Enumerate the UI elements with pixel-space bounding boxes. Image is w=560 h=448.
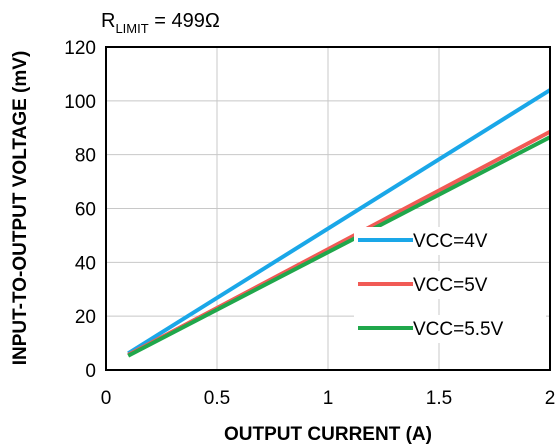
y-tick-label: 100 bbox=[64, 92, 96, 113]
y-axis-ticks: 0 20 40 60 80 100 120 bbox=[64, 38, 96, 382]
y-tick-label: 80 bbox=[75, 146, 96, 167]
x-axis-ticks: 0 0.5 1 1.5 2 bbox=[101, 388, 556, 409]
y-tick-label: 120 bbox=[64, 38, 96, 59]
series-line-3 bbox=[127, 135, 551, 358]
x-tick-label: 1.5 bbox=[426, 388, 452, 409]
legend-label-3: VCC=5.5V bbox=[413, 319, 504, 340]
x-tick-label: 0.5 bbox=[204, 388, 230, 409]
subtitle-rest: = 499Ω bbox=[149, 10, 220, 32]
y-tick-label: 20 bbox=[75, 307, 96, 328]
y-tick-label: 0 bbox=[85, 361, 96, 382]
legend: VCC=4V VCC=5V VCC=5.5V bbox=[354, 227, 546, 343]
x-axis-title: OUTPUT CURRENT (A) bbox=[224, 424, 432, 445]
series-line-1 bbox=[127, 88, 552, 356]
plot-frame bbox=[105, 46, 551, 371]
x-tick-label: 2 bbox=[545, 388, 556, 409]
y-tick-label: 40 bbox=[75, 253, 96, 274]
chart-subtitle: RLIMIT = 499Ω bbox=[101, 10, 220, 36]
legend-label-2: VCC=5V bbox=[413, 275, 488, 296]
y-tick-label: 60 bbox=[75, 200, 96, 221]
x-tick-label: 1 bbox=[323, 388, 334, 409]
grid bbox=[106, 47, 550, 370]
series-lines bbox=[127, 88, 552, 358]
x-tick-label: 0 bbox=[101, 388, 112, 409]
subtitle-base: R bbox=[101, 10, 115, 32]
y-axis-title: INPUT-TO-OUTPUT VOLTAGE (mV) bbox=[10, 51, 31, 366]
legend-label-1: VCC=4V bbox=[413, 231, 488, 252]
subtitle-subscript: LIMIT bbox=[115, 21, 148, 36]
